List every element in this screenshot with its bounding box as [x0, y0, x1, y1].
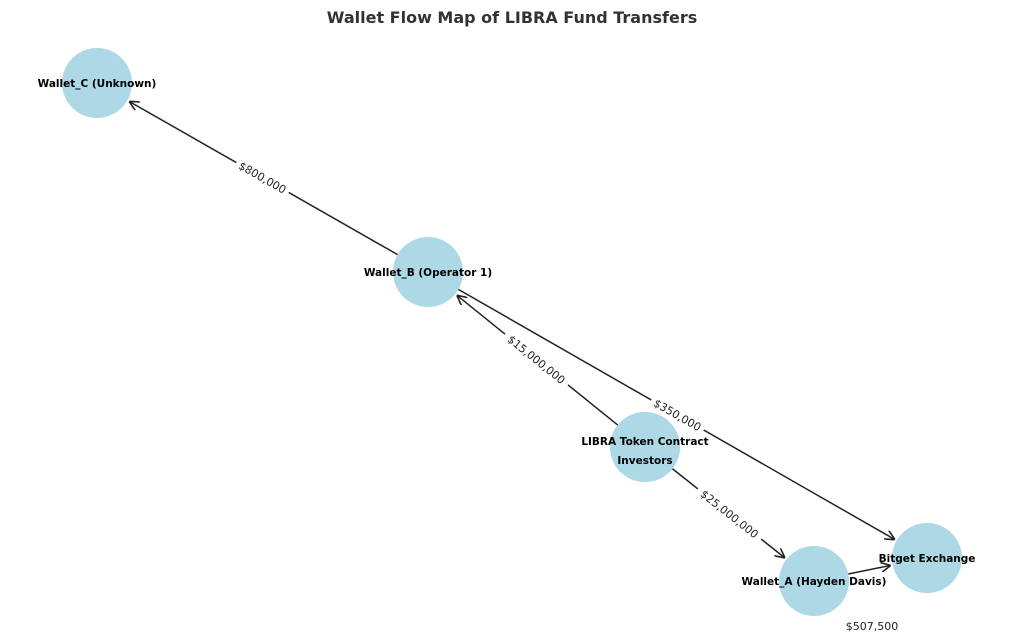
- edge-label: $507,500: [841, 618, 903, 633]
- edge-label-text: $507,500: [846, 620, 899, 633]
- edge-label-background: [647, 393, 708, 437]
- node-label-libra-token-contract: LIBRA Token Contract: [581, 436, 708, 448]
- node-label-wallet-b-operator-1: Wallet_B (Operator 1): [364, 267, 492, 279]
- edge-label-text: $25,000,000: [698, 488, 761, 542]
- node-wallet-b-operator-1[interactable]: [393, 237, 463, 307]
- node-libra-token-contract[interactable]: [610, 412, 680, 482]
- node-wallet-c-unknown[interactable]: [62, 48, 132, 118]
- chart-title: Wallet Flow Map of LIBRA Fund Transfers: [327, 8, 697, 27]
- node-label-investors: Investors: [617, 455, 672, 467]
- node-label-bitget-exchange: Bitget Exchange: [879, 553, 976, 565]
- node-label-wallet-c-unknown: Wallet_C (Unknown): [38, 78, 157, 90]
- edge-label-background: [841, 618, 903, 633]
- edge-label-background: [500, 327, 573, 391]
- edge-wallet-a-hayden-davis-to-bitget-exchange: [848, 565, 890, 575]
- edge-label-background: [232, 155, 293, 199]
- edge-label-background: [693, 482, 767, 545]
- edge-label-text: $800,000: [236, 159, 288, 196]
- edge-label: $15,000,000: [500, 327, 573, 391]
- node-bitget-exchange[interactable]: [892, 523, 962, 593]
- edge-label: $25,000,000: [693, 482, 767, 545]
- edge-label: $800,000: [232, 155, 293, 199]
- edge-label-text: $15,000,000: [505, 333, 568, 387]
- node-label-wallet-a-hayden-davis: Wallet_A (Hayden Davis): [742, 576, 887, 588]
- node-wallet-a-hayden-davis[interactable]: [779, 546, 849, 616]
